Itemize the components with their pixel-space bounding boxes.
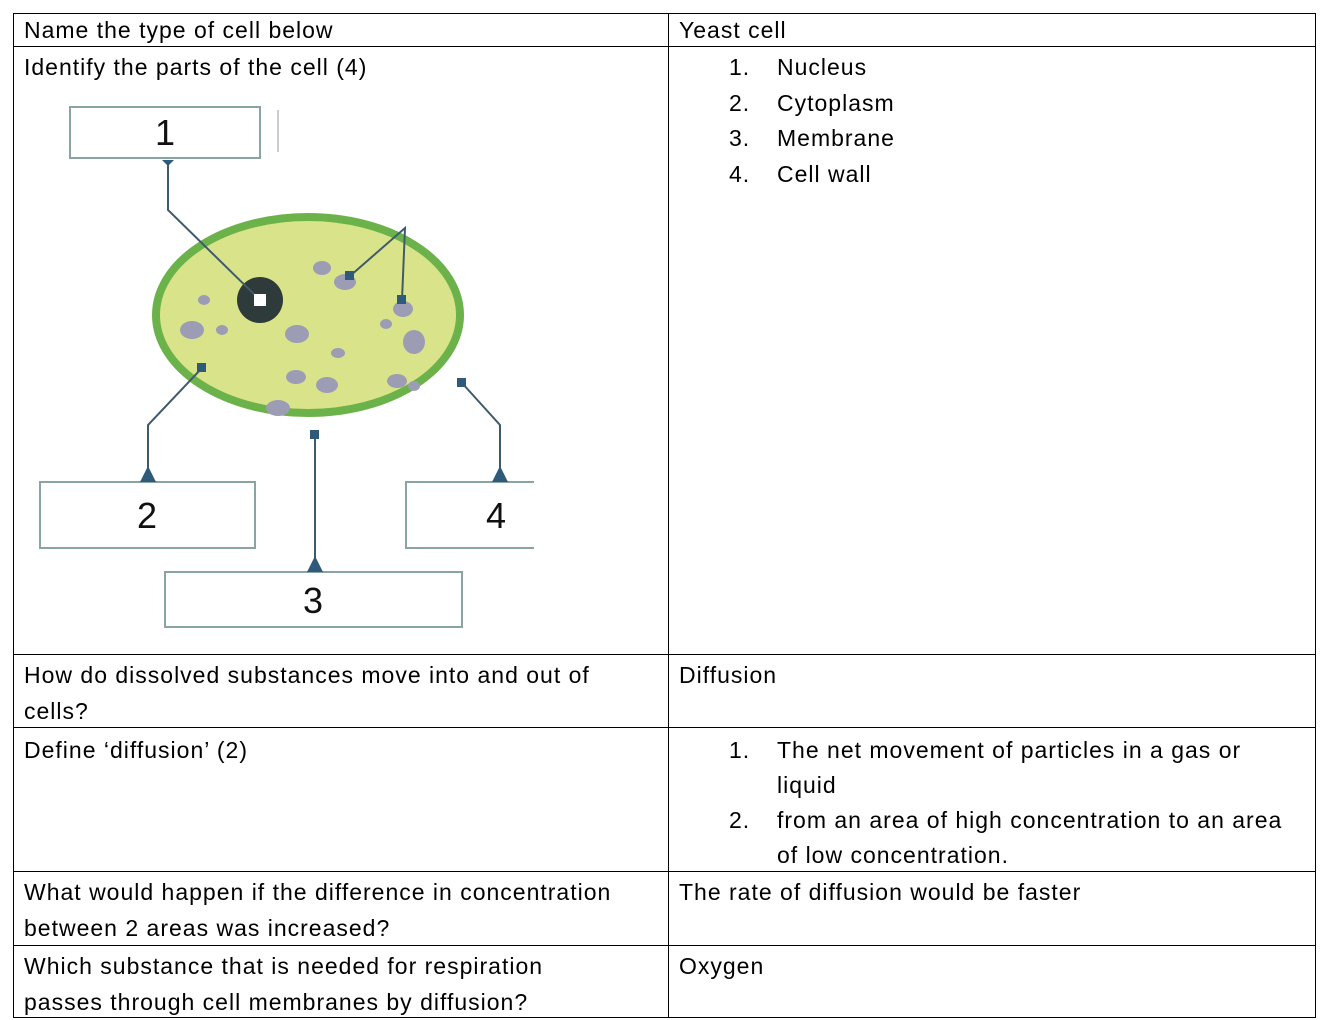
granule: [316, 377, 338, 393]
label-box: [69, 106, 261, 159]
list-item: The net movement of particles in a gas o…: [729, 733, 1242, 798]
list-item: from an area of high concentration to an…: [729, 803, 1283, 868]
leader-line: [147, 367, 203, 475]
pointer-dot: [310, 430, 319, 439]
leader-lines: [147, 160, 501, 565]
label-number: 4: [486, 495, 506, 536]
granule: [286, 370, 306, 384]
table-cell: Name the type of cell below: [13, 13, 669, 47]
granule: [180, 321, 204, 339]
pointer-dot: [345, 271, 354, 280]
table-cell: Nucleus Cytoplasm Membrane Cell wall: [668, 46, 1316, 655]
pointer-dot: [457, 378, 466, 387]
label-number: 2: [137, 495, 157, 536]
answer: The rate of diffusion would be faster: [679, 879, 1082, 905]
answer-list: The net movement of particles in a gas o…: [729, 733, 1292, 873]
cell-wall: [152, 213, 464, 417]
granule: [408, 381, 420, 391]
leader-line: [349, 225, 407, 301]
nucleus-marker: [254, 294, 266, 306]
answer: Oxygen: [679, 953, 765, 979]
pointer-dot: [397, 295, 406, 304]
granule: [198, 295, 210, 305]
arrowhead: [162, 160, 174, 166]
label-number: 3: [303, 580, 323, 621]
question: How do dissolved substances move into an…: [24, 662, 590, 724]
arrowheads: [140, 160, 508, 572]
list-item: Membrane: [729, 121, 895, 156]
label-boxes: [39, 106, 534, 628]
granule: [313, 261, 331, 275]
answer-list: Nucleus Cytoplasm Membrane Cell wall: [729, 50, 1315, 192]
table-cell: What would happen if the difference in c…: [13, 871, 669, 946]
granule: [216, 325, 228, 335]
list-item: Nucleus: [729, 50, 868, 85]
table-cell: Identify the parts of the cell (4): [13, 46, 669, 655]
leader-line: [461, 382, 501, 475]
question: Define ‘diffusion’ (2): [24, 737, 248, 763]
label-number: 1: [155, 112, 175, 153]
list-item: Cell wall: [729, 157, 872, 192]
granule: [266, 400, 290, 416]
granule: [285, 325, 309, 343]
question: What would happen if the difference in c…: [24, 879, 612, 941]
answer: Diffusion: [679, 662, 778, 688]
pointer-dot: [197, 363, 206, 372]
leader-line: [167, 160, 261, 301]
question: Identify the parts of the cell (4): [24, 54, 368, 80]
table-cell: How do dissolved substances move into an…: [13, 654, 669, 728]
answer: Yeast cell: [679, 17, 787, 43]
label-box: [405, 481, 534, 549]
arrowhead: [492, 466, 508, 482]
table-cell: The rate of diffusion would be faster: [668, 871, 1316, 946]
question: Name the type of cell below: [24, 17, 334, 43]
question: Which substance that is needed for respi…: [24, 953, 544, 1015]
list-item: Cytoplasm: [729, 86, 895, 121]
arrowhead: [307, 556, 323, 572]
granules: [180, 261, 425, 416]
cell-diagram: 1 2 3 4: [39, 106, 534, 628]
granule: [331, 348, 345, 358]
label-texts: 1 2 3 4: [137, 112, 506, 621]
granule: [380, 319, 392, 329]
table-cell: Which substance that is needed for respi…: [13, 945, 669, 1018]
granule: [403, 330, 425, 354]
granule: [387, 374, 407, 388]
table-cell: The net movement of particles in a gas o…: [668, 727, 1316, 872]
table-cell: Diffusion: [668, 654, 1316, 728]
table-cell: Define ‘diffusion’ (2): [13, 727, 669, 872]
arrowhead: [140, 466, 156, 482]
table-cell: Oxygen: [668, 945, 1316, 1018]
label-box: [39, 481, 256, 549]
granule: [393, 301, 413, 317]
table-cell: Yeast cell: [668, 13, 1316, 47]
